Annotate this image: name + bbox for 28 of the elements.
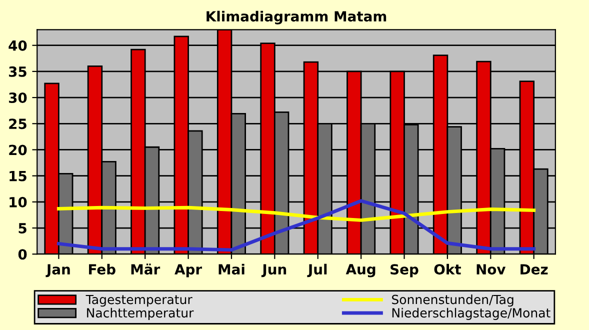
x-tick-label: Apr <box>174 264 202 278</box>
legend-label: Nachttemperatur <box>87 308 194 320</box>
x-tick-label: Sep <box>390 264 418 278</box>
y-tick-label: 15 <box>10 170 26 182</box>
x-tick-label: Dez <box>520 264 548 275</box>
x-tick-label: Mär <box>131 264 160 275</box>
legend-label: Niederschlagstage/Monat <box>392 308 550 320</box>
y-tick-label: 0 <box>18 249 27 260</box>
y-tick-label: 10 <box>10 196 27 208</box>
x-tick-label: Jul <box>307 264 327 278</box>
x-tick-label: Feb <box>89 264 116 275</box>
x-tick-label: Okt <box>434 264 461 275</box>
legend-label: Sonnenstunden/Tag <box>392 294 514 307</box>
line-series <box>56 206 536 222</box>
y-tick-label: 40 <box>8 40 27 51</box>
y-tick-label: 25 <box>9 118 26 130</box>
chart-title: Klimadiagramm Matam <box>206 10 386 24</box>
y-tick-label: 35 <box>8 66 26 77</box>
y-tick-label: 5 <box>18 223 26 234</box>
x-tick-label: Aug <box>346 264 376 278</box>
y-tick-label: 20 <box>9 144 27 156</box>
legend-label: Tagestemperatur <box>86 294 192 307</box>
x-tick-label: Nov <box>476 264 506 275</box>
y-tick-label: 30 <box>8 92 27 104</box>
x-tick-label: Mai <box>218 264 244 275</box>
x-tick-label: Jan <box>46 264 70 278</box>
x-tick-label: Jun <box>261 264 286 278</box>
line-series <box>56 199 536 252</box>
